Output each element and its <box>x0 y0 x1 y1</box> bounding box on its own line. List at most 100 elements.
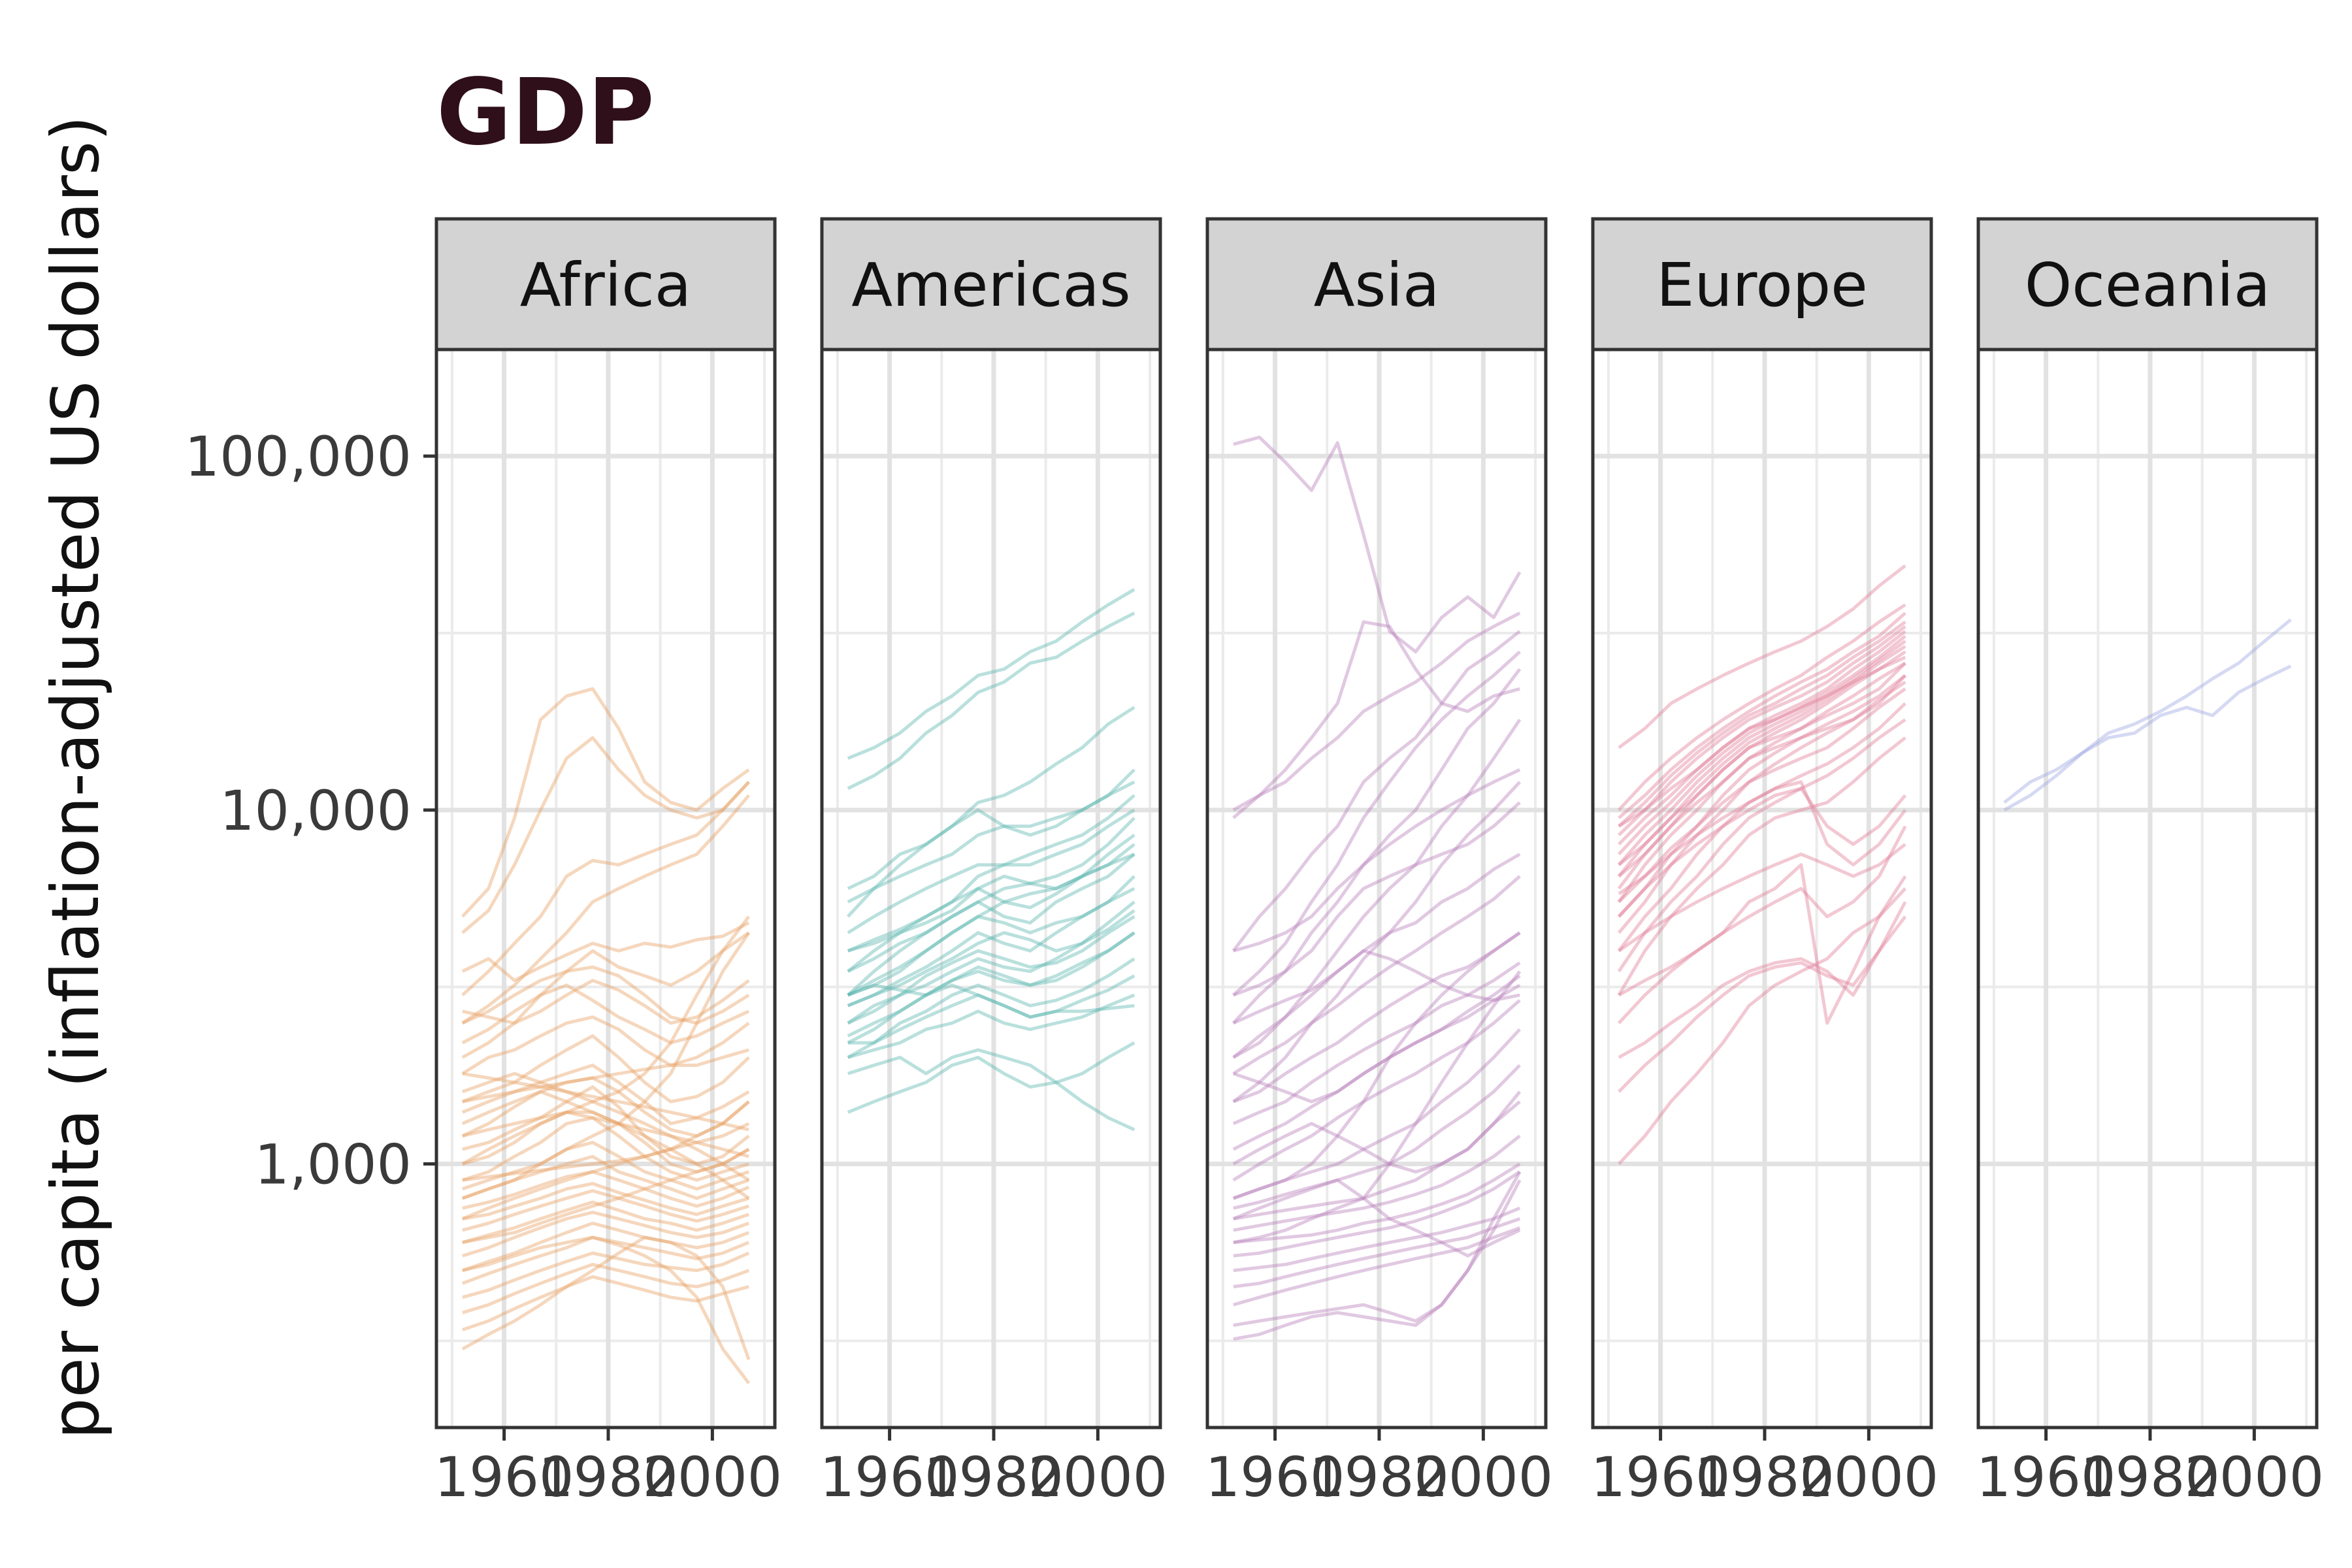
series-line <box>1233 435 1522 654</box>
facet-strip-label: Europe <box>1656 250 1868 320</box>
facet-strip <box>1205 217 1548 351</box>
series-line <box>461 932 751 1200</box>
series-line <box>1232 668 1522 1024</box>
series-line <box>461 921 750 983</box>
chart-title: GDP <box>436 59 655 166</box>
series-line <box>847 957 1135 1045</box>
x-tick-label: 2000 <box>1028 1445 1168 1509</box>
series-line <box>1618 674 1907 878</box>
series-line <box>1233 1090 1522 1220</box>
series-line <box>847 853 1135 973</box>
series-line <box>847 931 1135 1045</box>
series-line <box>1233 768 1521 953</box>
x-tick-label: 2000 <box>2184 1445 2324 1509</box>
series-line <box>847 875 1135 1007</box>
series-line <box>461 1071 750 1182</box>
series-line <box>847 931 1135 1037</box>
x-tick-label: 2000 <box>1413 1445 1553 1509</box>
series-line <box>462 1122 750 1182</box>
series-line <box>846 780 1135 918</box>
x-tick-label: 1960 <box>820 1445 960 1509</box>
series-line <box>461 1064 750 1126</box>
series-line <box>1617 887 1907 1166</box>
y-tick-label: 1,000 <box>255 1133 412 1197</box>
x-tick-label: 1960 <box>1205 1445 1345 1509</box>
panel-background <box>1593 350 1931 1428</box>
series-line <box>461 1235 750 1285</box>
series-line <box>461 1221 750 1272</box>
series-line <box>461 1235 751 1360</box>
panel-border <box>1976 348 2319 1429</box>
series-line <box>1617 736 1906 996</box>
series-line <box>1618 780 1907 904</box>
facet-strip-label: Oceania <box>2025 250 2270 320</box>
series-line <box>1617 603 1906 811</box>
series-line <box>1232 1100 1521 1174</box>
series-line <box>1232 931 1521 1103</box>
facet-strip <box>820 217 1162 351</box>
facet-panels: 1,00010,000100,000Africa196019802000Amer… <box>185 217 2324 1509</box>
series-line <box>847 768 1135 890</box>
series-line <box>1233 974 1521 1103</box>
series-line <box>462 1235 751 1384</box>
series-line <box>1618 901 1907 1093</box>
series-line <box>461 1154 750 1200</box>
series-line <box>461 983 750 1045</box>
series-line <box>461 1015 749 1075</box>
series-line <box>847 887 1135 997</box>
y-tick-label: 10,000 <box>220 779 412 843</box>
series-line <box>1232 620 1520 819</box>
series-line <box>1233 1206 1521 1273</box>
series-line <box>1232 1178 1521 1258</box>
series-line <box>461 736 751 934</box>
series-line <box>847 834 1135 953</box>
series-line <box>462 1182 749 1220</box>
x-tick-label: 1980 <box>538 1445 678 1509</box>
facet-strip <box>434 217 777 351</box>
series-line <box>847 915 1135 1025</box>
series-line <box>1232 875 1521 1075</box>
series-line <box>1233 1226 1521 1307</box>
series-line <box>1233 1217 1521 1288</box>
y-axis-label: per capita (inflation-adjusted US dollar… <box>37 116 114 1439</box>
series-line <box>2003 618 2292 804</box>
series-line <box>1232 781 1522 1103</box>
series-line <box>461 1100 750 1220</box>
series-line <box>1233 1179 1522 1341</box>
series-line <box>1232 630 1521 952</box>
series-line <box>2003 664 2292 811</box>
series-line <box>1618 564 1906 749</box>
series-line <box>461 965 750 1025</box>
x-tick-label: 1960 <box>1591 1445 1731 1509</box>
series-line <box>461 1141 749 1191</box>
series-line <box>462 1116 749 1182</box>
series-line <box>1233 970 1522 1245</box>
series-line <box>847 983 1135 1019</box>
series-line <box>1233 1064 1521 1210</box>
series-line <box>1232 949 1520 1059</box>
series-line <box>462 1262 750 1315</box>
series-line <box>1232 650 1521 996</box>
series-line <box>1232 719 1522 1059</box>
series-line <box>847 706 1135 904</box>
series-line <box>847 900 1135 1007</box>
series-line <box>1618 620 1906 828</box>
series-line <box>461 931 750 1059</box>
series-line <box>1232 999 1521 1182</box>
series-line <box>1618 662 1906 866</box>
panel-background <box>436 350 775 1428</box>
series-line <box>462 1110 750 1174</box>
series-line <box>1618 680 1906 896</box>
series-line <box>847 974 1135 1059</box>
series-line <box>1232 961 1521 1126</box>
panel-border <box>1591 348 1933 1429</box>
series-line <box>1617 674 1906 918</box>
series-line <box>1618 843 1906 953</box>
panel-border <box>820 348 1162 1429</box>
x-tick-label: 2000 <box>1799 1445 1938 1509</box>
series-line <box>1232 612 1521 811</box>
